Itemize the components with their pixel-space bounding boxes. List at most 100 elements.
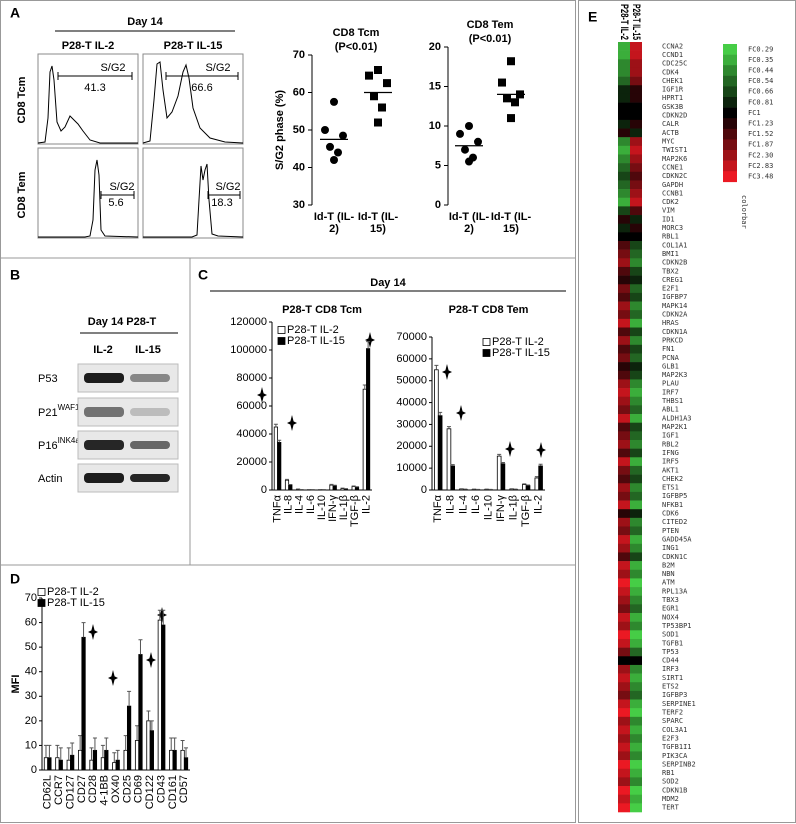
- heat-cell: [618, 50, 630, 60]
- heat-cell: [618, 500, 630, 510]
- error-bar: [500, 461, 505, 464]
- heat-cell: [630, 370, 642, 380]
- error-bar: [92, 737, 97, 751]
- y-axis-label: S/G2 phase (%): [274, 90, 286, 170]
- bar: [138, 654, 143, 771]
- heat-cell: [630, 734, 642, 744]
- bar: [500, 463, 506, 491]
- heat-cell: [630, 189, 642, 199]
- colorbar-tick-label: FC0.44: [748, 67, 773, 75]
- heat-cell: [618, 223, 630, 233]
- bar: [288, 484, 293, 491]
- heat-cell: [630, 656, 642, 666]
- heat-cell: [618, 535, 630, 545]
- heat-cell: [618, 102, 630, 112]
- row-label: CD44: [662, 657, 679, 665]
- bar: [134, 740, 140, 771]
- bar: [70, 754, 75, 771]
- heat-cell: [618, 517, 630, 527]
- heat-cell: [630, 613, 642, 622]
- panel-title: Day 14: [370, 277, 406, 289]
- colorbar-cell: [723, 54, 737, 66]
- legend-label: P28-T IL-2: [47, 586, 99, 598]
- x-tick-label: TNFα: [432, 494, 444, 522]
- x-tick-label: CD57: [178, 775, 190, 803]
- flow-plots: [37, 53, 244, 239]
- heat-cell: [618, 240, 630, 250]
- legend-label: P28-T IL-15: [492, 347, 550, 359]
- bar: [354, 486, 360, 491]
- heat-cell: [630, 638, 642, 648]
- heat-cell: [630, 569, 642, 579]
- heat-cell: [618, 42, 630, 51]
- gate-label: S/G2: [100, 62, 125, 74]
- bar: [522, 484, 527, 491]
- heat-cell: [618, 777, 630, 787]
- y-tick-label: 40000: [236, 428, 267, 440]
- heat-cell: [630, 708, 642, 718]
- row-label: IGF1R: [662, 86, 684, 94]
- heat-cell: [630, 474, 642, 484]
- legend-label: P28-T IL-15: [287, 335, 345, 347]
- row-label: CITED2: [662, 518, 687, 526]
- blot: [77, 363, 179, 493]
- y-axis-label: MFI: [10, 675, 22, 694]
- column-label: IL-2: [93, 344, 113, 356]
- heat-cell: [618, 465, 630, 475]
- heat-cell: [618, 578, 630, 588]
- row-label: TBX2: [662, 267, 679, 275]
- row-label: B2M: [662, 561, 675, 569]
- bar: [92, 749, 98, 771]
- error-bar: [534, 476, 539, 478]
- heat-cell: [630, 206, 642, 216]
- row-label: THBS1: [662, 397, 683, 405]
- heat-cell: [618, 630, 630, 640]
- y-tick-label: 0: [31, 764, 37, 776]
- error-bar: [115, 749, 120, 761]
- bar: [525, 485, 531, 491]
- y-tick-label: 40: [293, 161, 305, 173]
- gate: [207, 191, 241, 199]
- heat-cell: [630, 414, 642, 423]
- heat-cell: [630, 751, 642, 761]
- row-label: MAP2K6: [662, 155, 687, 163]
- histogram: [38, 159, 139, 238]
- heat-cell: [630, 362, 642, 372]
- x-tick-label: CD122: [144, 775, 156, 809]
- row-label: CCND1: [662, 51, 683, 59]
- y-tick-label: 50: [293, 124, 305, 136]
- row-label: E2F3: [662, 734, 679, 742]
- star: [108, 670, 118, 686]
- histogram: [143, 163, 244, 238]
- x-tick-label: CD69: [133, 775, 145, 803]
- heat-cell: [630, 197, 642, 207]
- chart-subtitle: (P<0.01): [335, 41, 378, 53]
- heat-cell: [618, 171, 630, 181]
- row-label: RBL1: [662, 233, 679, 241]
- row-name: P21: [38, 407, 58, 419]
- y-tick-label: 0: [435, 199, 441, 211]
- heat-cell: [630, 171, 642, 181]
- row-label: IFNG: [662, 449, 679, 457]
- row-label: IRF7: [662, 388, 679, 396]
- legend-label: P28-T IL-2: [492, 336, 544, 348]
- heat-cell: [630, 388, 642, 398]
- error-bar: [47, 744, 52, 758]
- x-tick-label: IL-8: [445, 495, 457, 514]
- heat-cell: [618, 803, 630, 813]
- x-tick-label: Id-T (IL-15): [357, 211, 399, 235]
- bar: [273, 426, 278, 491]
- heat-cell: [630, 310, 642, 320]
- row-label: Actin: [38, 473, 62, 485]
- colorbar-cell: [723, 65, 737, 77]
- y-tick-label: 60: [25, 616, 37, 628]
- row-label: TP53BP1: [662, 622, 692, 630]
- row-label: MAP2K1: [662, 423, 687, 431]
- x-tick-label: TNFα: [271, 494, 283, 522]
- error-bar: [366, 341, 371, 349]
- point: [374, 118, 382, 127]
- row-label: AKT1: [662, 466, 679, 474]
- row-label: SOD2: [662, 778, 679, 786]
- x-tick-label: CD127: [64, 775, 76, 809]
- heat-cell: [630, 336, 642, 346]
